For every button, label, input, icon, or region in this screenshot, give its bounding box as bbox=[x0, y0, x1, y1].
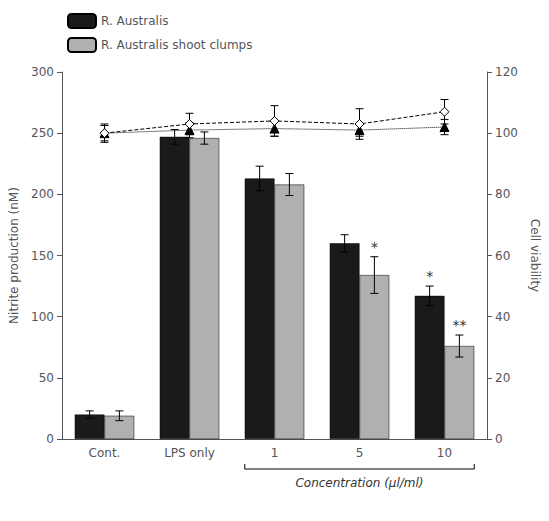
svg-text:R. Australis shoot clumps: R. Australis shoot clumps bbox=[101, 38, 253, 52]
svg-text:Cell viability: Cell viability bbox=[528, 219, 542, 292]
svg-text:LPS only: LPS only bbox=[164, 446, 215, 460]
svg-text:0: 0 bbox=[495, 432, 503, 446]
svg-text:50: 50 bbox=[39, 371, 54, 385]
svg-text:1: 1 bbox=[271, 446, 279, 460]
svg-text:**: ** bbox=[452, 317, 466, 333]
svg-text:100: 100 bbox=[495, 126, 518, 140]
svg-text:Concentration (μl/ml): Concentration (μl/ml) bbox=[295, 476, 423, 490]
svg-text:*: * bbox=[371, 239, 378, 255]
svg-text:150: 150 bbox=[31, 249, 54, 263]
svg-text:20: 20 bbox=[495, 371, 510, 385]
svg-text:300: 300 bbox=[31, 65, 54, 79]
svg-text:200: 200 bbox=[31, 187, 54, 201]
svg-text:60: 60 bbox=[495, 249, 510, 263]
svg-text:0: 0 bbox=[46, 432, 54, 446]
svg-text:100: 100 bbox=[31, 310, 54, 324]
svg-text:5: 5 bbox=[356, 446, 364, 460]
svg-text:*: * bbox=[426, 268, 433, 284]
svg-text:40: 40 bbox=[495, 310, 510, 324]
svg-text:Nitrite production (nM): Nitrite production (nM) bbox=[7, 187, 21, 324]
svg-text:250: 250 bbox=[31, 126, 54, 140]
svg-text:120: 120 bbox=[495, 65, 518, 79]
svg-text:R. Australis: R. Australis bbox=[101, 14, 169, 28]
svg-text:10: 10 bbox=[437, 446, 452, 460]
svg-text:Cont.: Cont. bbox=[89, 446, 121, 460]
svg-text:80: 80 bbox=[495, 187, 510, 201]
